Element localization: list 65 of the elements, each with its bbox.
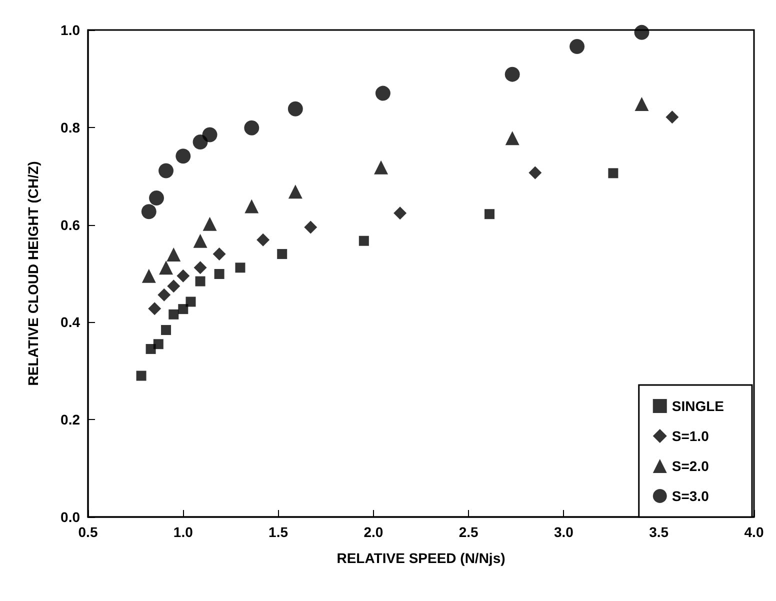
x-tick-label: 2.0 <box>364 524 384 540</box>
x-tick-label: 1.5 <box>268 524 288 540</box>
legend-label: SINGLE <box>672 398 724 414</box>
point <box>358 236 369 246</box>
legend-label: S=3.0 <box>672 488 710 504</box>
point <box>194 261 207 274</box>
y-tick-label: 0.2 <box>60 412 80 428</box>
point <box>375 86 390 101</box>
x-tick-label: 0.5 <box>78 524 98 540</box>
point <box>634 97 649 112</box>
point <box>504 66 520 82</box>
point <box>528 166 542 180</box>
point <box>608 168 618 178</box>
legend-label: S=2.0 <box>672 458 710 474</box>
point <box>186 296 196 307</box>
point <box>161 324 172 335</box>
x-tick-label: 2.5 <box>458 524 479 540</box>
point <box>202 216 217 231</box>
point <box>136 370 146 381</box>
point <box>288 101 303 116</box>
point <box>374 160 388 174</box>
point <box>256 233 270 246</box>
point <box>142 268 156 283</box>
point <box>244 199 259 214</box>
y-axis-title: RELATIVE CLOUD HEIGHT (CH/Z) <box>25 161 41 386</box>
point <box>212 248 226 261</box>
point <box>166 248 181 262</box>
y-tick-label: 0.0 <box>60 509 80 525</box>
point <box>158 288 171 302</box>
point <box>193 234 208 248</box>
point <box>176 148 191 164</box>
y-tick-label: 0.6 <box>60 216 80 233</box>
point <box>634 24 650 40</box>
point <box>158 163 174 178</box>
y-tick-label: 0.8 <box>60 119 80 136</box>
point <box>277 249 288 260</box>
point <box>168 309 179 320</box>
point <box>159 260 174 275</box>
point <box>195 276 206 286</box>
point <box>153 339 164 350</box>
point <box>214 268 224 279</box>
legend-label: S=1.0 <box>672 428 710 444</box>
point <box>484 209 495 220</box>
x-axis-title: RELATIVE SPEED (N/Njs) <box>336 550 506 566</box>
y-tick-label: 0.4 <box>60 314 80 330</box>
y-tick-label: 1.0 <box>60 22 80 38</box>
point <box>304 220 318 234</box>
point <box>394 206 407 220</box>
x-tick-label: 1.0 <box>173 524 194 540</box>
point <box>288 184 302 199</box>
x-tick-label: 3.5 <box>649 524 669 540</box>
point <box>235 262 246 273</box>
x-tick-label: 4.0 <box>744 524 764 540</box>
point <box>178 304 188 314</box>
point <box>176 269 190 282</box>
point <box>148 302 162 316</box>
point <box>666 110 679 124</box>
point <box>202 127 218 142</box>
point <box>505 131 520 146</box>
point <box>141 204 156 220</box>
point <box>244 120 260 136</box>
point <box>570 39 585 54</box>
point <box>167 280 180 293</box>
x-tick-label: 3.0 <box>554 524 574 540</box>
point <box>149 190 164 206</box>
